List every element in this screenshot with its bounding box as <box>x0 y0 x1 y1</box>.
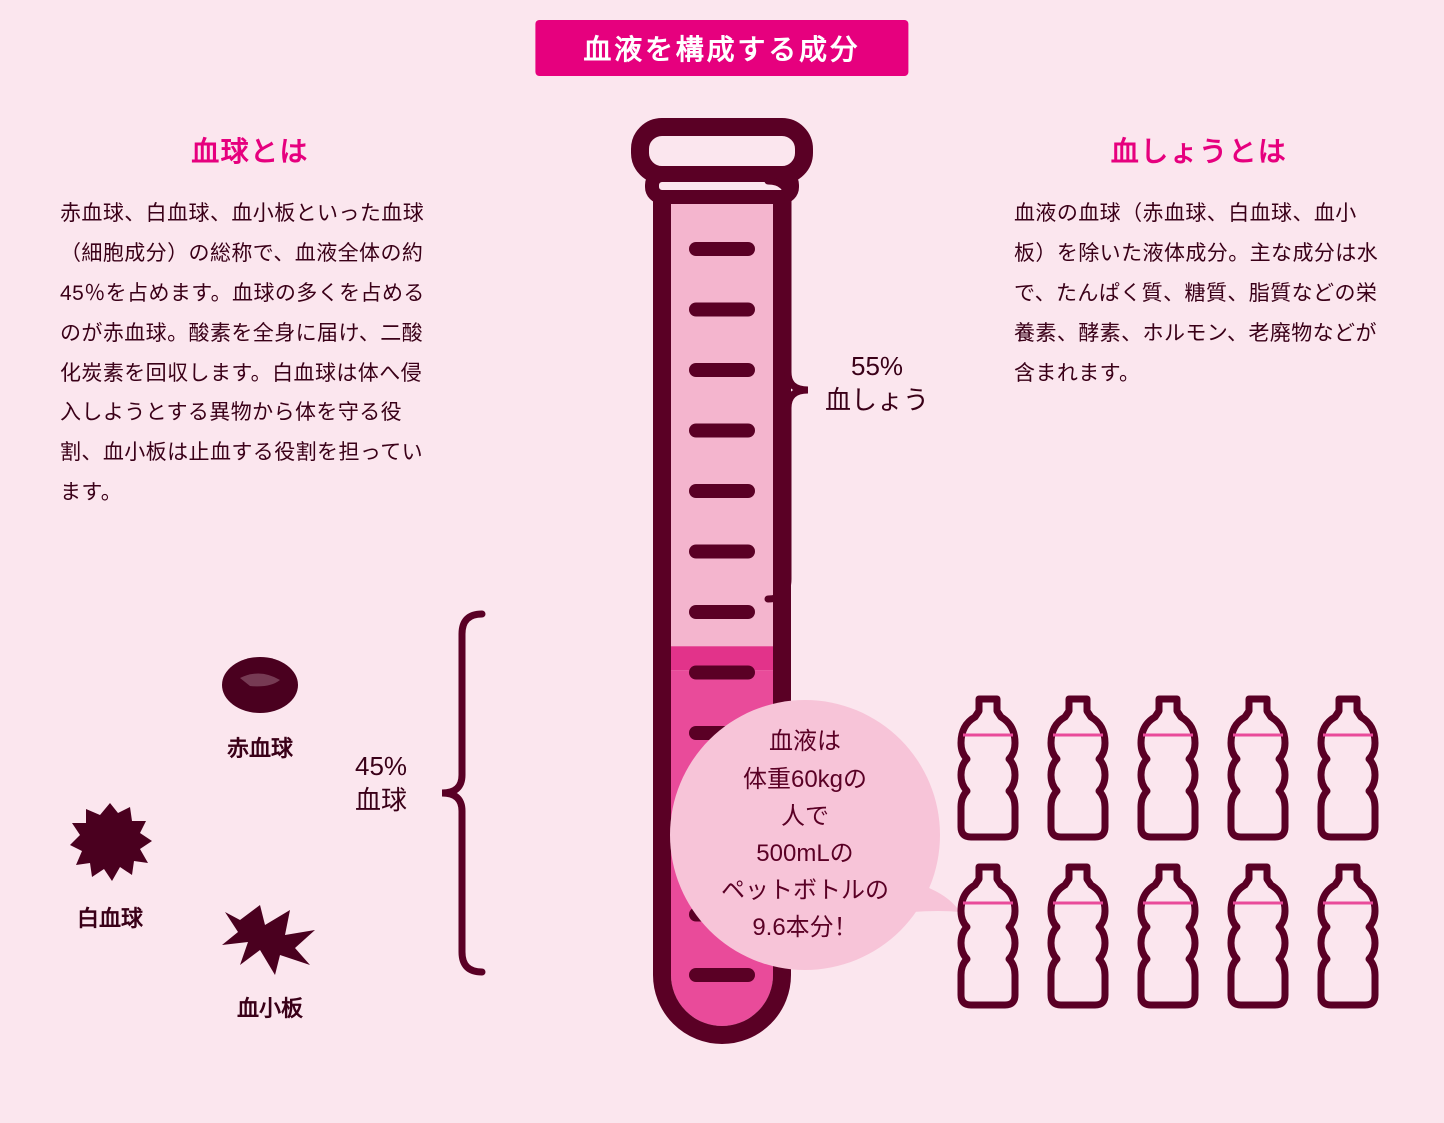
plasma-label: 55% 血しょう <box>825 350 929 418</box>
bottle-icon <box>1039 863 1117 1011</box>
bottle-row-2 <box>949 863 1404 1011</box>
bottles-area <box>949 695 1404 1031</box>
bottle-icon <box>1219 695 1297 843</box>
wbc-label: 白血球 <box>60 901 160 933</box>
wbc-icon <box>60 795 160 890</box>
bracket-plasma-icon <box>760 175 820 605</box>
bottle-icon <box>949 863 1027 1011</box>
plasma-name: 血しょう <box>825 384 929 418</box>
left-heading: 血球とは <box>60 130 440 170</box>
bracket-cells-icon <box>430 608 490 978</box>
bottle-row-1 <box>949 695 1404 843</box>
rbc-icon <box>215 650 305 720</box>
rbc-label: 赤血球 <box>215 731 305 763</box>
title-banner: 血液を構成する成分 <box>535 20 908 76</box>
cells-illustration: 赤血球 白血球 血小板 <box>50 640 410 1060</box>
rbc-item: 赤血球 <box>215 650 305 763</box>
bottle-icon <box>1039 695 1117 843</box>
platelet-icon <box>210 890 330 980</box>
bottle-icon <box>1219 863 1297 1011</box>
bottle-icon <box>1309 863 1387 1011</box>
platelet-label: 血小板 <box>210 991 330 1023</box>
bubble-line4: 500mLの <box>756 835 853 872</box>
left-column: 血球とは 赤血球、白血球、血小板といった血球（細胞成分）の総称で、血液全体の約4… <box>60 130 440 513</box>
right-body: 血液の血球（赤血球、白血球、血小板）を除いた液体成分。主な成分は水で、たんぱく質… <box>1014 194 1384 393</box>
bubble-line1: 血液は <box>769 723 841 760</box>
bottle-icon <box>1129 863 1207 1011</box>
platelet-item: 血小板 <box>210 890 330 1023</box>
bottle-icon <box>1129 695 1207 843</box>
plasma-pct: 55% <box>825 350 929 384</box>
left-body: 赤血球、白血球、血小板といった血球（細胞成分）の総称で、血液全体の約45％を占め… <box>60 194 440 513</box>
title-text: 血液を構成する成分 <box>583 34 860 65</box>
right-column: 血しょうとは 血液の血球（赤血球、白血球、血小板）を除いた液体成分。主な成分は水… <box>1014 130 1384 393</box>
bubble-line3: 人で <box>781 798 829 835</box>
bubble-line6: 9.6本分！ <box>752 909 857 946</box>
bottle-icon <box>949 695 1027 843</box>
right-heading: 血しょうとは <box>1014 130 1384 170</box>
bottle-icon <box>1309 695 1387 843</box>
bubble-line2: 体重60kgの <box>743 761 867 798</box>
wbc-item: 白血球 <box>60 795 160 933</box>
bubble-line5: ペットボトルの <box>721 872 889 909</box>
fact-bubble: 血液は 体重60kgの 人で 500mLの ペットボトルの 9.6本分！ <box>670 700 940 970</box>
